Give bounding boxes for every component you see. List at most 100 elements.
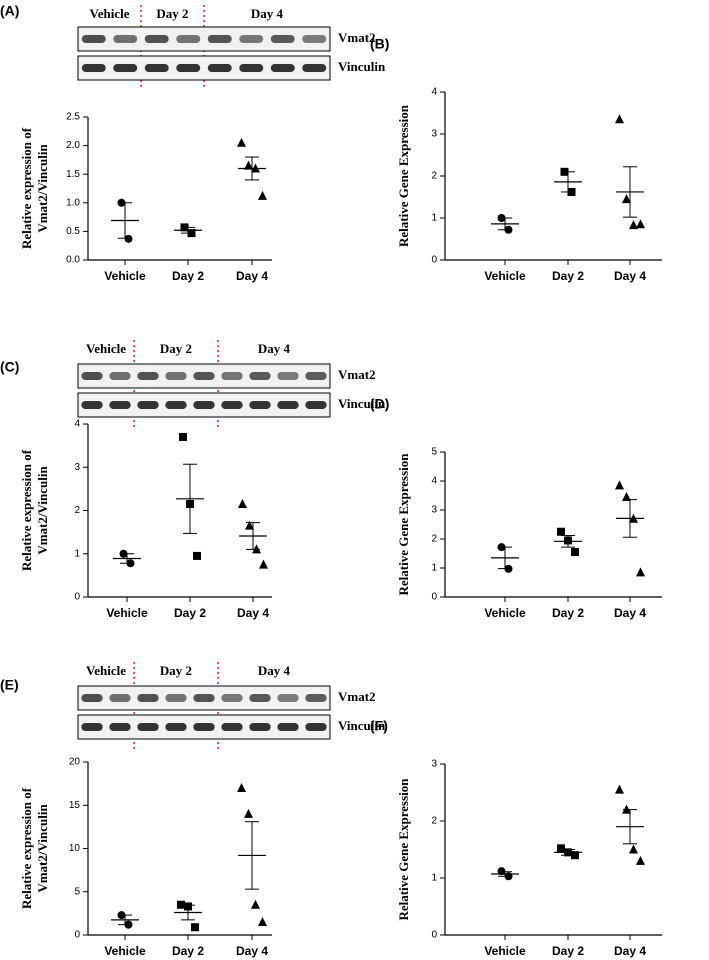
dot — [244, 808, 253, 818]
y-axis-label: Relative expression of — [19, 127, 34, 249]
dot — [193, 551, 201, 560]
dot — [258, 190, 267, 200]
x-tick-label: Day 4 — [614, 269, 646, 283]
lane-label: Day 4 — [251, 6, 284, 21]
x-tick-label: Vehicle — [104, 269, 146, 283]
y-tick-label: 1 — [74, 548, 80, 559]
band — [305, 694, 327, 702]
band — [302, 35, 327, 43]
band — [277, 723, 299, 731]
lane-label: Vehicle — [90, 6, 130, 21]
band — [81, 723, 103, 731]
y-tick-label: 4 — [431, 476, 437, 487]
band — [176, 64, 201, 72]
x-tick-label: Vehicle — [484, 944, 526, 958]
band-label: Vmat2 — [338, 689, 376, 704]
dot — [124, 234, 133, 243]
y-tick-label: 3 — [431, 759, 437, 770]
panel-label: (D) — [370, 396, 389, 412]
dot — [245, 520, 254, 530]
band — [305, 723, 327, 731]
band — [109, 401, 131, 409]
y-tick-label: 2.5 — [66, 112, 80, 123]
lane-label: Day 4 — [258, 341, 291, 356]
band — [109, 372, 131, 380]
y-tick-label: 3 — [74, 462, 80, 473]
y-tick-label: 1.5 — [66, 169, 80, 180]
band — [109, 694, 131, 702]
band — [270, 35, 295, 43]
band — [277, 401, 299, 409]
lane-label: Day 4 — [258, 663, 291, 678]
y-tick-label: 2 — [431, 816, 437, 827]
y-tick-label: 1 — [431, 213, 437, 224]
band — [193, 694, 215, 702]
panel-label: (F) — [370, 718, 388, 734]
lane-label: Day 2 — [156, 6, 188, 21]
y-tick-label: 2.0 — [66, 140, 80, 151]
band-label: Vinculin — [338, 59, 386, 74]
band — [277, 694, 299, 702]
band — [137, 694, 159, 702]
dot — [237, 137, 246, 147]
dot — [179, 432, 187, 441]
band — [221, 372, 243, 380]
y-tick-label: 2 — [74, 505, 80, 516]
y-tick-label: 4 — [431, 87, 437, 98]
band-label: Vmat2 — [338, 30, 376, 45]
x-tick-label: Day 2 — [172, 269, 204, 283]
panel-label: (A) — [0, 3, 19, 19]
dot — [259, 559, 268, 569]
y-tick-label: 2 — [431, 534, 437, 545]
x-tick-label: Day 2 — [172, 944, 204, 958]
y-tick-label: 0 — [74, 930, 80, 941]
band — [207, 35, 232, 43]
dot — [571, 548, 579, 557]
dot — [615, 480, 624, 490]
x-tick-label: Day 4 — [236, 944, 268, 958]
x-tick-label: Vehicle — [484, 606, 526, 620]
x-tick-label: Day 2 — [174, 606, 206, 620]
dot — [615, 784, 624, 794]
y-tick-label: 0 — [431, 930, 437, 941]
y-axis-label: Relative expression of — [19, 449, 34, 571]
band — [113, 35, 138, 43]
band — [137, 372, 159, 380]
band — [193, 723, 215, 731]
x-tick-label: Day 4 — [236, 269, 268, 283]
dot — [237, 782, 246, 792]
y-tick-label: 5 — [74, 886, 80, 897]
dot — [636, 219, 645, 229]
band — [305, 372, 327, 380]
band-label: Vinculin — [338, 718, 386, 733]
band-label: Vmat2 — [338, 367, 376, 382]
x-tick-label: Day 4 — [614, 944, 646, 958]
y-tick-label: 1.0 — [66, 197, 80, 208]
band — [81, 64, 106, 72]
dot — [636, 567, 645, 577]
y-axis-label: Relative expression of — [19, 787, 34, 909]
y-axis-label: Vmat2/Vinculin — [35, 804, 50, 893]
y-axis-label: Relative Gene Expression — [396, 453, 411, 596]
band-label: Vinculin — [338, 396, 386, 411]
lane-label: Day 2 — [160, 341, 192, 356]
dot — [258, 917, 267, 927]
band — [277, 372, 299, 380]
band — [81, 35, 106, 43]
dot — [244, 160, 253, 170]
y-tick-label: 0 — [431, 255, 437, 266]
band — [221, 723, 243, 731]
x-tick-label: Day 2 — [552, 269, 584, 283]
band — [249, 401, 271, 409]
dot — [629, 844, 638, 854]
y-tick-label: 0.5 — [66, 226, 80, 237]
panel-label: (B) — [370, 36, 389, 52]
y-tick-label: 3 — [431, 129, 437, 140]
y-tick-label: 0 — [431, 592, 437, 603]
x-tick-label: Day 4 — [614, 606, 646, 620]
lane-label: Vehicle — [86, 663, 126, 678]
y-tick-label: 3 — [431, 505, 437, 516]
y-tick-label: 20 — [69, 757, 81, 768]
y-tick-label: 5 — [431, 447, 437, 458]
x-tick-label: Vehicle — [104, 944, 146, 958]
